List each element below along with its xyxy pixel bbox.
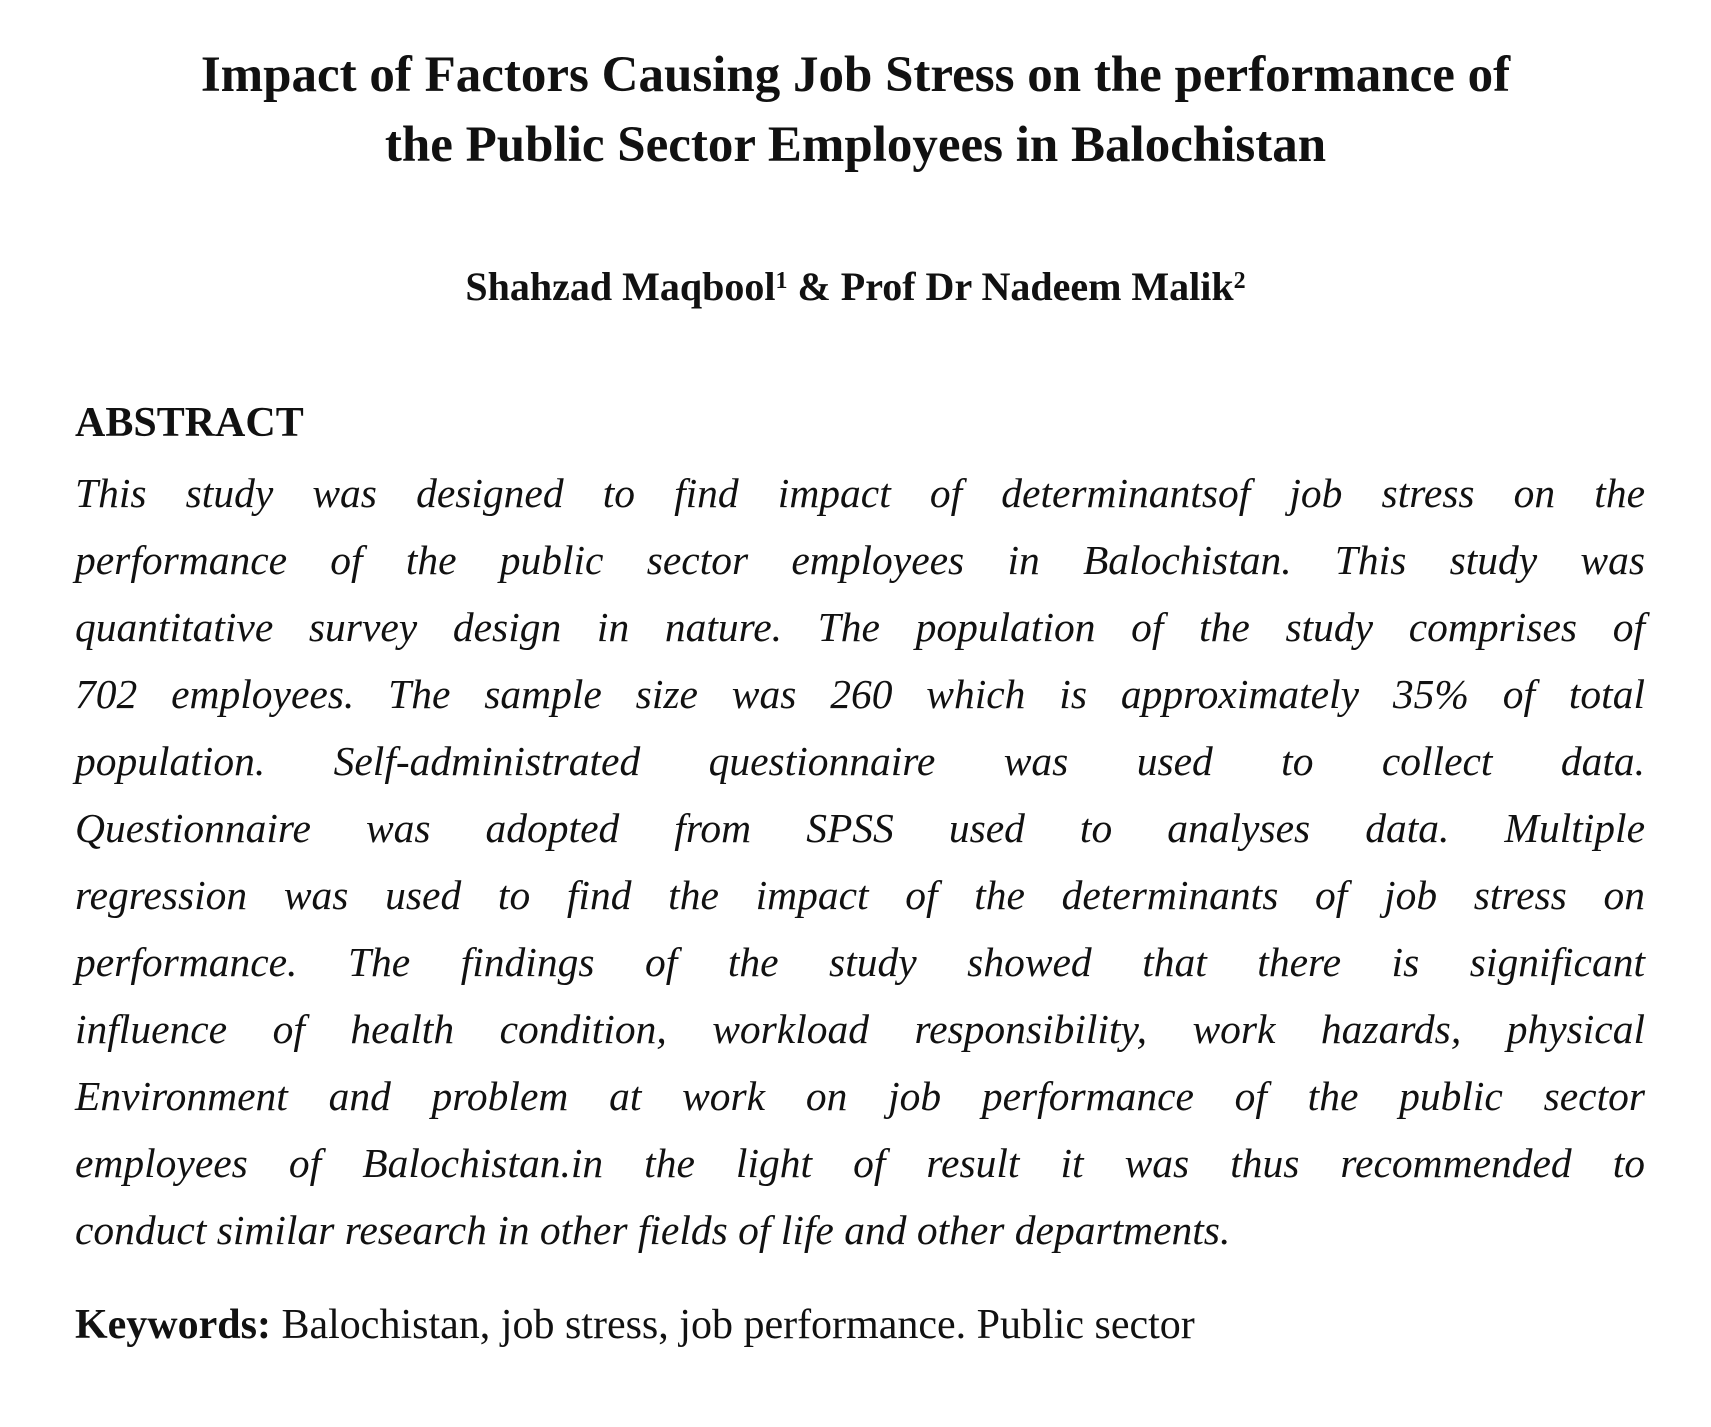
- author-name: Prof Dr Nadeem Malik: [840, 264, 1234, 309]
- keywords: Keywords: Balochistan, job stress, job p…: [75, 1300, 1195, 1350]
- abstract-heading: ABSTRACT: [75, 400, 304, 446]
- title-line: Impact of Factors Causing Job Stress on …: [200, 47, 1511, 103]
- affiliation-mark: 2: [1233, 268, 1246, 294]
- abstract-line: 702 employees. The sample size was 260 w…: [75, 671, 1645, 717]
- affiliation-mark: 1: [775, 268, 788, 294]
- authors: Shahzad Maqbool1 & Prof Dr Nadeem Malik2: [0, 262, 1711, 312]
- abstract-line: Environment and problem at work on job p…: [75, 1073, 1645, 1119]
- abstract-line: employees of Balochistan.in the light of…: [75, 1140, 1645, 1186]
- abstract-line: This study was designed to find impact o…: [75, 470, 1645, 516]
- author-name: Shahzad Maqbool: [465, 264, 776, 309]
- paper-title: Impact of Factors Causing Job Stress on …: [0, 40, 1711, 180]
- title-line: the Public Sector Employees in Balochist…: [384, 117, 1327, 173]
- abstract-line: performance. The findings of the study s…: [75, 939, 1645, 985]
- keywords-value: Balochistan, job stress, job performance…: [270, 1302, 1195, 1348]
- abstract-line: regression was used to find the impact o…: [75, 872, 1645, 918]
- abstract-line: performance of the public sector employe…: [75, 537, 1645, 583]
- abstract-line: Questionnaire was adopted from SPSS used…: [75, 805, 1645, 851]
- author-separator: &: [787, 264, 841, 309]
- abstract-line: quantitative survey design in nature. Th…: [75, 604, 1645, 650]
- abstract-line: influence of health condition, workload …: [75, 1006, 1645, 1052]
- abstract-line: population. Self-administrated questionn…: [75, 738, 1645, 784]
- abstract-line: conduct similar research in other fields…: [75, 1207, 1231, 1253]
- keywords-label: Keywords:: [75, 1302, 271, 1348]
- abstract-body: This study was designed to find impact o…: [75, 460, 1645, 1264]
